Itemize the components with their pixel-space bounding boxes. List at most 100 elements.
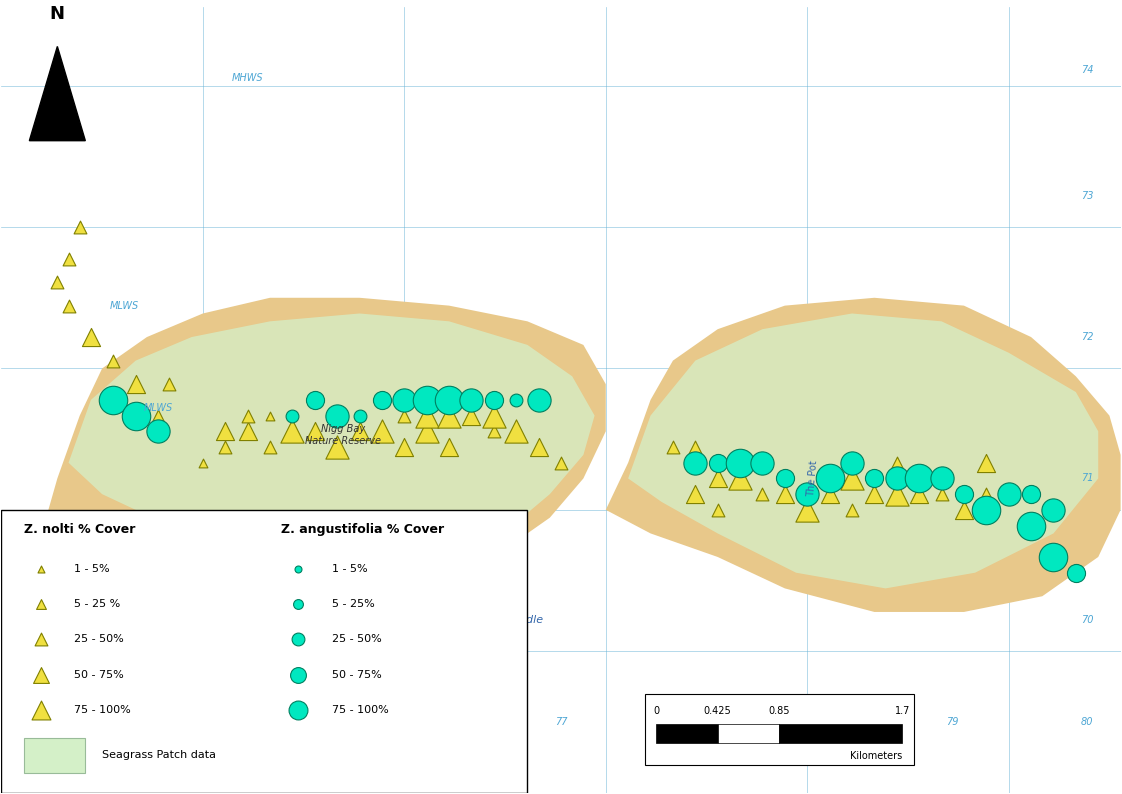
Point <box>843 503 861 516</box>
Point <box>261 409 279 422</box>
Point <box>843 472 861 485</box>
Point <box>776 488 794 500</box>
Point <box>289 598 307 611</box>
Point <box>31 598 49 611</box>
Point <box>217 441 234 453</box>
Point <box>754 457 772 469</box>
Point <box>798 503 816 516</box>
Point <box>910 488 928 500</box>
Point <box>328 441 346 453</box>
Point <box>127 409 145 422</box>
Point <box>865 488 883 500</box>
Point <box>462 394 480 407</box>
Point <box>306 394 324 407</box>
Text: 0.85: 0.85 <box>769 707 790 716</box>
Point <box>732 457 749 469</box>
Point <box>328 409 346 422</box>
Point <box>865 472 883 485</box>
Text: 50 - 75%: 50 - 75% <box>74 670 123 680</box>
Point <box>194 457 212 469</box>
Text: 1 - 5%: 1 - 5% <box>74 564 110 574</box>
Point <box>71 221 89 233</box>
Point <box>776 472 794 485</box>
Point <box>217 425 234 437</box>
Point <box>395 394 413 407</box>
Point <box>507 394 525 407</box>
Text: 25 - 50%: 25 - 50% <box>332 634 381 645</box>
Point <box>888 472 905 485</box>
Text: MLWS: MLWS <box>144 403 173 413</box>
Point <box>820 488 838 500</box>
Text: The Pot: The Pot <box>807 460 819 497</box>
Point <box>417 409 435 422</box>
Text: 50 - 75%: 50 - 75% <box>332 670 381 680</box>
Text: 5 - 25%: 5 - 25% <box>332 599 375 609</box>
Point <box>261 441 279 453</box>
Point <box>289 703 307 716</box>
Bar <box>656 724 718 743</box>
Point <box>440 394 458 407</box>
Text: MLWS: MLWS <box>110 301 139 310</box>
Point <box>31 633 49 646</box>
Point <box>732 472 749 485</box>
FancyBboxPatch shape <box>1 510 527 792</box>
Point <box>1022 488 1040 500</box>
Point <box>932 488 950 500</box>
Point <box>910 472 928 485</box>
Text: 78: 78 <box>756 717 769 727</box>
Text: N: N <box>49 5 65 23</box>
Point <box>462 409 480 422</box>
Point <box>239 425 257 437</box>
Point <box>149 409 167 422</box>
Text: 71: 71 <box>1080 473 1093 484</box>
Text: 0.425: 0.425 <box>703 707 732 716</box>
Polygon shape <box>628 314 1098 588</box>
Point <box>687 488 705 500</box>
Point <box>284 409 302 422</box>
Point <box>664 441 682 453</box>
Text: 74: 74 <box>1080 65 1093 75</box>
Point <box>798 488 816 500</box>
Point <box>373 425 390 437</box>
Point <box>306 425 324 437</box>
Point <box>1045 503 1063 516</box>
Point <box>530 394 548 407</box>
Text: 1 - 5%: 1 - 5% <box>332 564 367 574</box>
Point <box>754 488 772 500</box>
Text: Nigg Bay
Nature Reserve: Nigg Bay Nature Reserve <box>305 425 380 446</box>
Point <box>977 457 995 469</box>
Point <box>127 378 145 391</box>
Bar <box>780 724 902 743</box>
Point <box>888 488 905 500</box>
Text: Big Audle: Big Audle <box>489 615 543 625</box>
Polygon shape <box>29 46 85 141</box>
Bar <box>718 724 780 743</box>
Point <box>552 457 570 469</box>
Point <box>440 409 458 422</box>
Text: 77: 77 <box>554 717 568 727</box>
Polygon shape <box>46 298 606 596</box>
Point <box>687 457 705 469</box>
Point <box>104 354 122 367</box>
Point <box>977 503 995 516</box>
Point <box>888 457 905 469</box>
Polygon shape <box>606 298 1121 612</box>
Point <box>82 330 100 343</box>
Polygon shape <box>68 314 595 572</box>
Text: 79: 79 <box>947 717 959 727</box>
Point <box>48 276 66 288</box>
Point <box>955 503 973 516</box>
Text: Z. angustifolia % Cover: Z. angustifolia % Cover <box>282 523 444 536</box>
Point <box>373 394 390 407</box>
Point <box>350 409 368 422</box>
Text: 75 - 100%: 75 - 100% <box>74 705 131 715</box>
Point <box>687 441 705 453</box>
Text: Nigg Bay
Sands of Nigg: Nigg Bay Sands of Nigg <box>288 511 397 541</box>
Point <box>31 703 49 716</box>
Point <box>289 633 307 646</box>
Point <box>709 503 727 516</box>
Point <box>1000 488 1018 500</box>
Point <box>289 669 307 681</box>
Text: Z. nolti % Cover: Z. nolti % Cover <box>24 523 135 536</box>
Point <box>284 425 302 437</box>
